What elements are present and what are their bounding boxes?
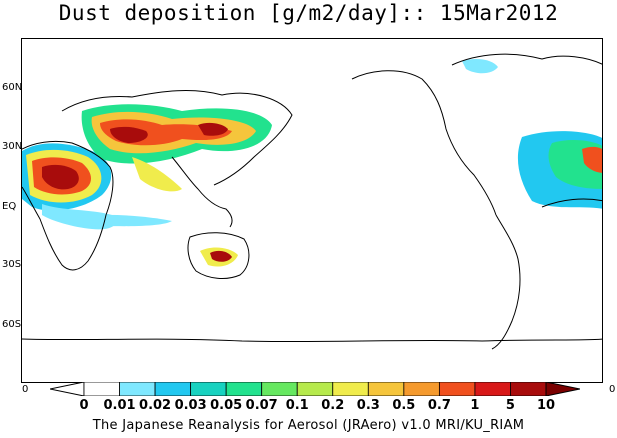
colorbar-left-zero: 0 <box>22 384 29 395</box>
colorbar-tick-label: 5 <box>505 398 515 413</box>
colorbar-tick-label: 0.05 <box>210 398 243 413</box>
footer-credit: The Japanese Reanalysis for Aerosol (JRA… <box>92 418 525 433</box>
coastlines <box>22 53 602 350</box>
dust-field-middle-east-asia <box>81 104 272 192</box>
colorbar-box <box>403 381 440 397</box>
colorbar-tick-label: 0.2 <box>321 398 345 413</box>
map-title: Dust deposition [g/m2/day]:: 15Mar2012 <box>58 1 559 25</box>
colorbar-tick-label: 0.5 <box>392 398 416 413</box>
colorbar-tick-label: 0.01 <box>103 398 136 413</box>
colorbar-right-zero: 0 <box>609 384 616 395</box>
colorbar-arrow-left <box>49 381 85 397</box>
dust-field-atlantic <box>517 131 602 209</box>
colorbar-box <box>367 381 405 397</box>
colorbar-tick-label: 0.07 <box>245 398 278 413</box>
colorbar-svg <box>49 381 581 397</box>
dust-field-australia <box>72 59 498 267</box>
dust-deposition-map <box>21 38 603 383</box>
colorbar-box <box>332 381 369 397</box>
colorbar-box <box>438 381 476 397</box>
colorbar-box <box>119 381 156 397</box>
colorbar-box <box>225 381 263 397</box>
colorbar-tick-label: 0.7 <box>427 398 451 413</box>
dust-field-north-africa <box>22 143 116 230</box>
colorbar-tick-label: 1 <box>470 398 480 413</box>
colorbar-box <box>190 381 227 397</box>
colorbar-tick-label: 0.3 <box>356 398 380 413</box>
colorbar-arrow-right <box>545 381 581 397</box>
colorbar-box <box>474 381 511 397</box>
colorbar-box <box>510 381 547 397</box>
colorbar-tick-label: 0 <box>79 398 89 413</box>
colorbar-box <box>261 381 298 397</box>
colorbar-tick-label: 0.1 <box>285 398 309 413</box>
colorbar-tick-label: 0.03 <box>174 398 207 413</box>
lat-label-60s: 60S <box>2 319 22 330</box>
colorbar-box <box>296 381 334 397</box>
lat-label-eq: EQ <box>2 201 17 212</box>
lat-label-30s: 30S <box>2 259 22 270</box>
colorbar-tick-label: 0.02 <box>139 398 172 413</box>
colorbar-box <box>83 381 120 397</box>
world-map-svg <box>22 53 602 350</box>
lat-label-30n: 30N <box>2 141 23 152</box>
colorbar-tick-label: 10 <box>536 398 556 413</box>
lat-label-60n: 60N <box>2 82 23 93</box>
colorbar-box <box>154 381 192 397</box>
colorbar <box>49 381 581 397</box>
